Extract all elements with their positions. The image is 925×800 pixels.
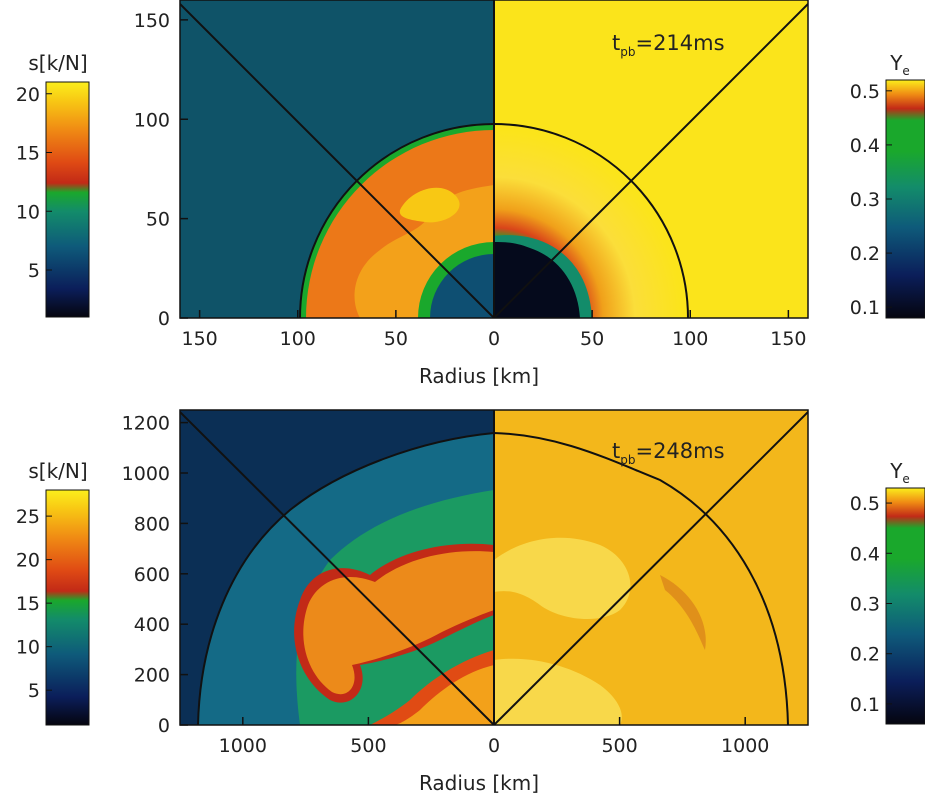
- top-entropy-colorbar-tick-label: 15: [16, 143, 40, 165]
- top-ye-colorbar-tick-label: 0.3: [850, 189, 880, 211]
- bottom-y-tick-label: 1200: [122, 413, 170, 435]
- bottom-y-tick-label: 600: [134, 564, 170, 586]
- bottom-y-tick-label: 200: [134, 665, 170, 687]
- top-ye-colorbar-tick-label: 0.2: [850, 243, 880, 265]
- bottom-ye-colorbar-label: Ye: [889, 459, 910, 486]
- top-ye-colorbar-tick-label: 0.4: [850, 135, 880, 157]
- top-entropy-colorbar-tick-label: 20: [16, 84, 40, 106]
- bottom-x-axis-label: Radius [km]: [419, 771, 539, 795]
- bottom-x-tick-label: 1000: [721, 735, 769, 757]
- top-ye-colorbar: Ye 0.1 0.2 0.3 0.4 0.5: [850, 51, 925, 319]
- bottom-y-tick-label: 1000: [122, 463, 170, 485]
- bottom-entropy-colorbar-tick-label: 15: [16, 593, 40, 615]
- bottom-y-tick-label: 800: [134, 513, 170, 535]
- top-x-tick-label: 50: [384, 328, 408, 350]
- bottom-ye-colorbar-gradient: [886, 488, 925, 724]
- bottom-x-tick-label: 500: [601, 735, 637, 757]
- top-x-tick-label: 150: [181, 328, 217, 350]
- bottom-entropy-colorbar-tick-label: 20: [16, 550, 40, 572]
- bottom-x-tick-label: 0: [488, 735, 500, 757]
- top-entropy-colorbar-label: s[k/N]: [28, 51, 87, 75]
- bottom-y-tick-label: 400: [134, 614, 170, 636]
- top-entropy-colorbar-tick-label: 10: [16, 201, 40, 223]
- top-entropy-colorbar-gradient: [46, 82, 89, 317]
- top-entropy-colorbar-tick-label: 5: [28, 260, 40, 282]
- bottom-entropy-colorbar: s[k/N] 5 10 15 20 25: [16, 459, 89, 725]
- top-y-tick-label: 50: [146, 209, 170, 231]
- bottom-entropy-colorbar-gradient: [46, 490, 89, 725]
- bottom-entropy-colorbar-label: s[k/N]: [28, 459, 87, 483]
- bottom-ye-colorbar-tick-label: 0.3: [850, 593, 880, 615]
- top-y-tick-label: 150: [134, 10, 170, 32]
- top-ye-colorbar-tick-label: 0.1: [850, 297, 880, 319]
- bottom-x-tick-label: 500: [350, 735, 386, 757]
- bottom-entropy-colorbar-tick-label: 10: [16, 637, 40, 659]
- bottom-y-tick-label: 0: [158, 715, 170, 737]
- top-x-tick-label: 100: [672, 328, 708, 350]
- top-x-axis-label: Radius [km]: [419, 364, 539, 388]
- top-ye-colorbar-tick-label: 0.5: [850, 81, 880, 103]
- bottom-entropy-colorbar-tick-label: 25: [16, 506, 40, 528]
- bottom-x-tick-label: 1000: [219, 735, 267, 757]
- bottom-ye-colorbar-tick-label: 0.2: [850, 644, 880, 666]
- bottom-ye-colorbar-tick-label: 0.5: [850, 493, 880, 515]
- bottom-ye-colorbar-tick-label: 0.4: [850, 543, 880, 565]
- top-x-tick-label: 0: [488, 328, 500, 350]
- top-y-tick-label: 100: [134, 109, 170, 131]
- bottom-ye-colorbar: Ye 0.1 0.2 0.3 0.4 0.5: [850, 459, 925, 724]
- bottom-entropy-colorbar-tick-label: 5: [28, 680, 40, 702]
- top-y-tick-label: 0: [158, 308, 170, 330]
- top-entropy-colorbar: s[k/N] 5 10 15 20: [16, 51, 89, 317]
- top-x-tick-label: 150: [770, 328, 806, 350]
- top-x-tick-label: 50: [580, 328, 604, 350]
- top-x-tick-label: 100: [280, 328, 316, 350]
- top-ye-colorbar-label: Ye: [889, 51, 910, 78]
- bottom-ye-colorbar-tick-label: 0.1: [850, 694, 880, 716]
